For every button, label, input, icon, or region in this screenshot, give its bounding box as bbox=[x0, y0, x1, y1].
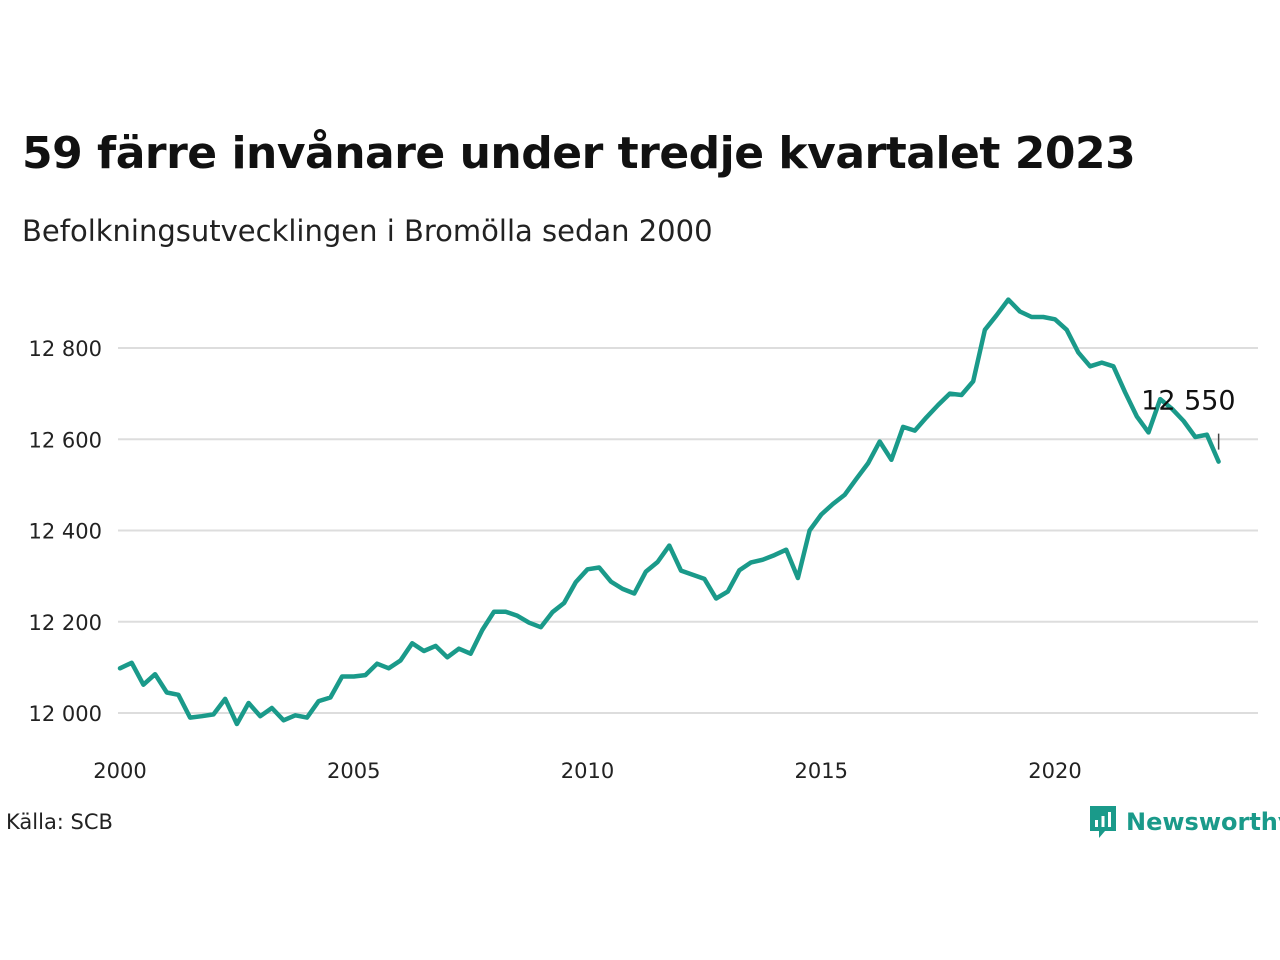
series-line bbox=[117, 297, 1221, 727]
y-tick-label: 12 400 bbox=[29, 520, 102, 544]
series-lines bbox=[117, 297, 1221, 727]
end-value-label: 12 550 bbox=[1141, 386, 1235, 417]
source-label: Källa: SCB bbox=[6, 810, 113, 834]
y-axis-tick-labels: 12 000 12 200 12 400 12 600 12 800 bbox=[29, 337, 102, 726]
brand-logo[interactable]: Newsworthy bbox=[1088, 804, 1280, 840]
end-annotation: 12 550 bbox=[1141, 386, 1236, 450]
x-tick-label: 2015 bbox=[795, 759, 848, 783]
y-tick-label: 12 000 bbox=[29, 702, 102, 726]
x-tick-label: 2010 bbox=[561, 759, 614, 783]
x-axis-tick-labels: 2000 2005 2010 2015 2020 bbox=[93, 759, 1081, 783]
x-tick-label: 2020 bbox=[1028, 759, 1081, 783]
x-tick-label: 2000 bbox=[93, 759, 146, 783]
grid-lines bbox=[118, 347, 1258, 714]
x-tick-label: 2005 bbox=[327, 759, 380, 783]
y-tick-label: 12 800 bbox=[29, 337, 102, 361]
chart-subtitle: Befolkningsutvecklingen i Bromölla sedan… bbox=[22, 214, 713, 248]
y-tick-label: 12 200 bbox=[29, 611, 102, 635]
brand-name: Newsworthy bbox=[1126, 808, 1280, 836]
newsworthy-logo-icon bbox=[1090, 806, 1116, 838]
y-tick-label: 12 600 bbox=[29, 428, 102, 452]
chart-title: 59 färre invånare under tredje kvartalet… bbox=[22, 128, 1136, 179]
